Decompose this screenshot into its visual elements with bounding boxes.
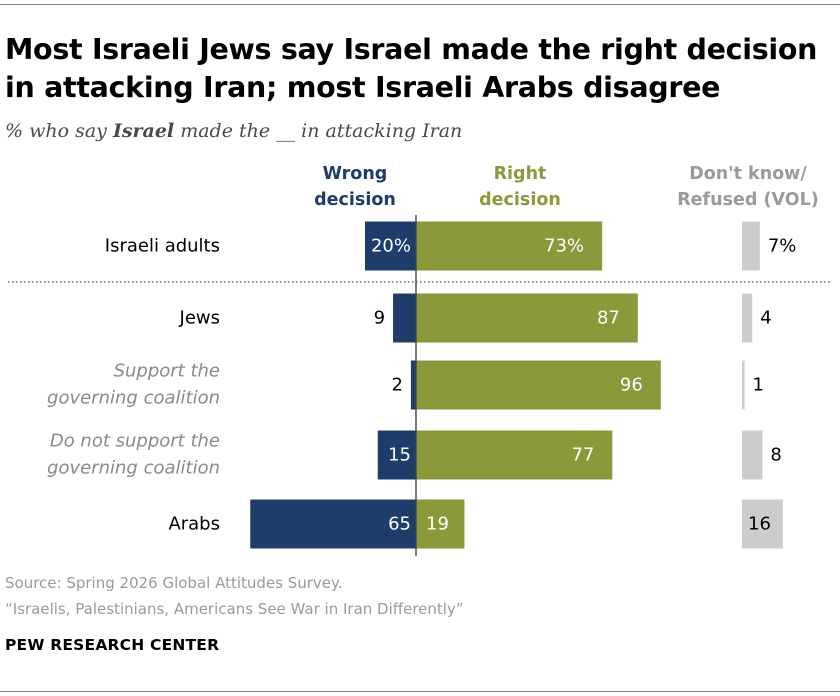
- row-4-right-bar: [416, 499, 465, 549]
- row-1-right-value: 87: [597, 308, 620, 329]
- row-2-right-value: 96: [620, 375, 643, 396]
- row-0-right-bar: [416, 221, 603, 271]
- row-4-dk-bar: [742, 499, 783, 549]
- row-3-label-line2: governing coalition: [47, 458, 220, 479]
- header-right-decision: Right decision: [460, 161, 580, 213]
- header-wrong-line2: decision: [314, 190, 396, 210]
- subtitle-suffix: made the __ in attacking Iran: [174, 120, 463, 142]
- row-4-right-value: 19: [426, 514, 449, 535]
- row-2-dk-bar: [742, 360, 745, 410]
- chart-subtitle: % who say Israel made the __ in attackin…: [5, 118, 462, 144]
- footer-source-block: Source: Spring 2026 Global Attitudes Sur…: [5, 570, 464, 622]
- row-0-right-value: 73%: [544, 236, 584, 257]
- row-1-right-bar: [416, 293, 638, 343]
- row-1-wrong-bar: [393, 293, 416, 343]
- footer-report: “Israelis, Palestinians, Americans See W…: [5, 600, 464, 618]
- row-4-wrong-value: 65: [388, 514, 411, 535]
- header-dk-line1: Don't know/: [689, 164, 807, 184]
- row-4-label: Arabs: [168, 514, 220, 535]
- row-0-wrong-value: 20%: [371, 236, 411, 257]
- row-3-right-bar: [416, 430, 613, 480]
- header-dk-line2: Refused (VOL): [677, 190, 819, 210]
- header-wrong-line1: Wrong: [322, 164, 388, 184]
- row-0-wrong-bar: [365, 221, 416, 271]
- row-3-dk-value: 8: [770, 445, 781, 466]
- top-rule: [0, 4, 840, 5]
- subtitle-emphasis: Israel: [112, 120, 175, 142]
- row-4-wrong-bar: [250, 499, 416, 549]
- subtitle-prefix: % who say: [5, 120, 113, 142]
- row-3-wrong-bar: [377, 430, 416, 480]
- chart-title: Most Israeli Jews say Israel made the ri…: [5, 33, 818, 104]
- row-3-wrong-value: 15: [388, 445, 411, 466]
- header-wrong-decision: Wrong decision: [300, 161, 410, 213]
- row-2-right-bar: [416, 360, 661, 410]
- row-2-dk-value: 1: [753, 375, 764, 396]
- row-0-label: Israeli adults: [105, 236, 220, 257]
- row-2-wrong-bar: [410, 360, 416, 410]
- footer-brand: PEW RESEARCH CENTER: [5, 636, 220, 654]
- footer-source: Source: Spring 2026 Global Attitudes Sur…: [5, 574, 343, 592]
- row-1-wrong-value: 9: [374, 308, 385, 329]
- header-right-line1: Right: [493, 164, 547, 184]
- header-right-line2: decision: [479, 190, 561, 210]
- row-2-wrong-value: 2: [391, 375, 402, 396]
- row-3-dk-bar: [742, 430, 763, 480]
- row-2-label-line1: Support the: [114, 361, 220, 382]
- row-1-dk-value: 4: [760, 308, 771, 329]
- header-dont-know: Don't know/ Refused (VOL): [666, 161, 830, 213]
- row-2-label-line2: governing coalition: [47, 388, 220, 409]
- row-1-dk-bar: [742, 293, 753, 343]
- row-0-dk-value: 7%: [768, 236, 797, 257]
- row-0-dk-bar: [742, 221, 760, 271]
- row-1-label: Jews: [179, 308, 220, 329]
- row-3-label-line1: Do not support the: [50, 431, 220, 452]
- row-3-right-value: 77: [571, 445, 594, 466]
- bottom-rule: [0, 691, 840, 692]
- row-4-dk-value: 16: [748, 514, 771, 535]
